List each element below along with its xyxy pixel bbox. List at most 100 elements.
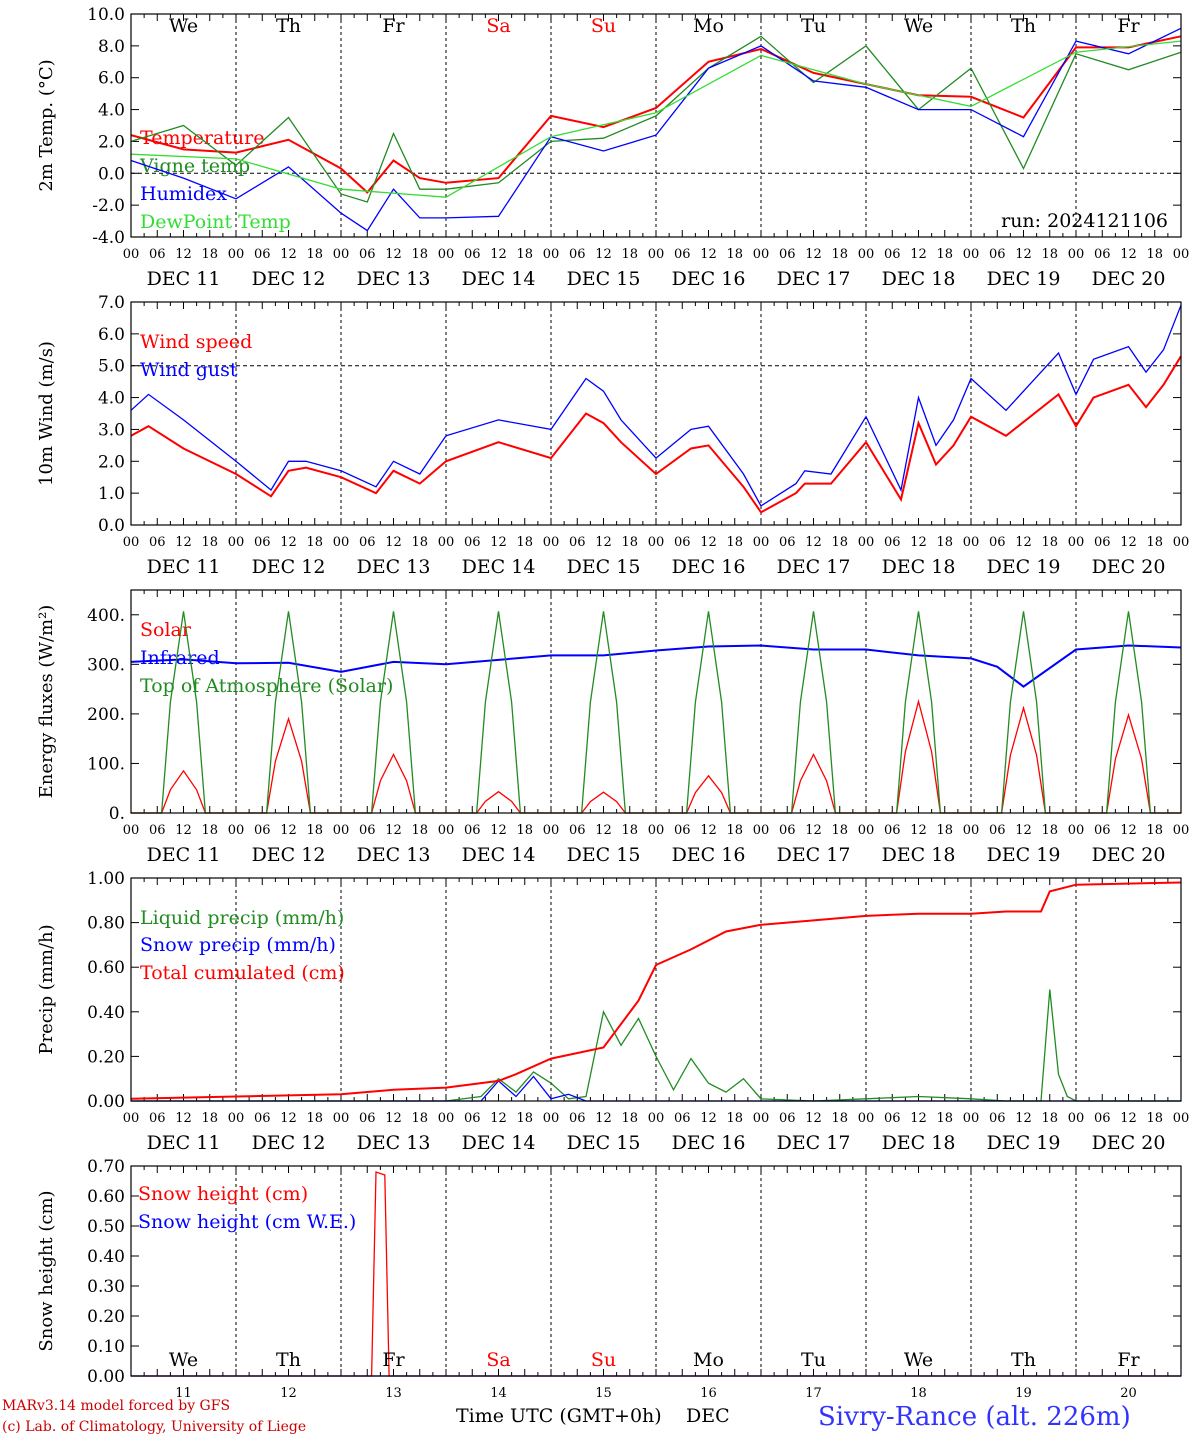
hour-label: 18 <box>201 535 218 550</box>
hour-label: 12 <box>280 823 297 838</box>
hour-label: 12 <box>595 247 612 262</box>
weekday-label: Tu <box>801 15 826 37</box>
hour-label: 12 <box>1015 535 1032 550</box>
y-tick-label: -4.0 <box>92 228 125 248</box>
legend-entry: Temperature <box>140 127 264 149</box>
date-label: DEC 16 <box>672 556 746 578</box>
hour-label: 12 <box>1015 1111 1032 1126</box>
y-tick-label: 0.0 <box>98 164 125 184</box>
hour-label: 00 <box>648 247 665 262</box>
y-tick-label: 5.0 <box>98 357 125 377</box>
y-tick-label: 0.10 <box>87 1337 125 1357</box>
hour-label: 00 <box>438 823 455 838</box>
date-label: DEC 14 <box>462 268 536 290</box>
run-label: run: 2024121106 <box>1001 210 1168 232</box>
day-number-label: 16 <box>700 1386 717 1401</box>
hour-label: 18 <box>201 823 218 838</box>
y-tick-label: 3.0 <box>98 420 125 440</box>
hour-label: 18 <box>1146 535 1163 550</box>
hour-label: 00 <box>1173 535 1190 550</box>
y-tick-label: 200. <box>87 705 125 725</box>
hour-label: 12 <box>175 535 192 550</box>
hour-label: 06 <box>884 247 901 262</box>
hour-label: 00 <box>543 535 560 550</box>
day-number-label: 14 <box>490 1386 507 1401</box>
hour-label: 00 <box>438 247 455 262</box>
legend-entry: Top of Atmosphere (Solar) <box>140 675 393 697</box>
hour-label: 18 <box>201 247 218 262</box>
weekday-label: Fr <box>382 1349 405 1371</box>
hour-label: 00 <box>543 823 560 838</box>
y-tick-label: 0.20 <box>87 1307 125 1327</box>
hour-label: 00 <box>333 823 350 838</box>
date-label: DEC 17 <box>777 268 851 290</box>
weekday-label: We <box>169 1349 198 1371</box>
hour-label: 18 <box>411 535 428 550</box>
hour-label: 06 <box>569 535 586 550</box>
y-tick-label: 0.80 <box>87 914 125 934</box>
legend-entry: Solar <box>140 619 192 641</box>
hour-label: 00 <box>123 823 140 838</box>
y-tick-label: 0.0 <box>98 516 125 536</box>
hour-label: 06 <box>779 1111 796 1126</box>
hour-label: 06 <box>569 823 586 838</box>
hour-label: 00 <box>753 535 770 550</box>
date-label: DEC 19 <box>987 1132 1061 1154</box>
hour-label: 00 <box>963 247 980 262</box>
hour-label: 18 <box>726 247 743 262</box>
hour-label: 00 <box>1173 1111 1190 1126</box>
hour-label: 00 <box>1173 247 1190 262</box>
hour-label: 12 <box>490 823 507 838</box>
hour-label: 12 <box>805 823 822 838</box>
hour-label: 18 <box>831 247 848 262</box>
series-line-3 <box>130 881 1182 1100</box>
station-title: Sivry-Rance (alt. 226m) <box>818 1402 1131 1432</box>
hour-label: 12 <box>1120 823 1137 838</box>
y-tick-label: 4.0 <box>98 389 125 409</box>
day-number-label: 11 <box>175 1386 192 1401</box>
hour-label: 18 <box>936 823 953 838</box>
hour-label: 12 <box>1015 823 1032 838</box>
hour-label: 06 <box>359 247 376 262</box>
date-label: DEC 11 <box>147 844 221 866</box>
date-label: DEC 12 <box>252 556 326 578</box>
hour-label: 06 <box>464 1111 481 1126</box>
hour-label: 18 <box>411 823 428 838</box>
hour-label: 06 <box>464 247 481 262</box>
hour-label: 00 <box>858 823 875 838</box>
hour-label: 00 <box>648 1111 665 1126</box>
y-axis-label: 2m Temp. (°C) <box>36 59 57 191</box>
weekday-label: Fr <box>382 15 405 37</box>
weekday-label: Mo <box>693 1349 724 1371</box>
hour-label: 18 <box>411 247 428 262</box>
hour-label: 06 <box>884 1111 901 1126</box>
hour-label: 06 <box>779 535 796 550</box>
day-number-label: 12 <box>280 1386 297 1401</box>
panel-2: 0.0 1.0 2.0 3.0 4.0 5.0 6.0 7.0 10m Wind (m/s) Wi… <box>36 293 1189 578</box>
hour-label: 18 <box>1041 823 1058 838</box>
hour-label: 12 <box>805 247 822 262</box>
hour-label: 00 <box>228 535 245 550</box>
hour-label: 06 <box>989 823 1006 838</box>
hour-label: 06 <box>989 1111 1006 1126</box>
hour-label: 18 <box>621 1111 638 1126</box>
date-label: DEC 14 <box>462 844 536 866</box>
day-number-label: 20 <box>1120 1386 1137 1401</box>
hour-label: 18 <box>621 535 638 550</box>
hour-label: 18 <box>1041 535 1058 550</box>
hour-label: 18 <box>1041 1111 1058 1126</box>
date-label: DEC 13 <box>357 1132 431 1154</box>
y-tick-label: 300. <box>87 655 125 675</box>
y-tick-label: 2.0 <box>98 132 125 152</box>
hour-label: 00 <box>1068 823 1085 838</box>
legend-entry: Total cumulated (cm) <box>140 962 345 984</box>
hour-label: 00 <box>1068 1111 1085 1126</box>
hour-label: 00 <box>1173 823 1190 838</box>
hour-label: 06 <box>254 535 271 550</box>
weekday-label: Tu <box>801 1349 826 1371</box>
y-tick-label: 100. <box>87 754 125 774</box>
date-label: DEC 15 <box>567 556 641 578</box>
series-line-3 <box>130 27 1182 232</box>
date-label: DEC 17 <box>777 844 851 866</box>
series-line-1 <box>130 355 1182 514</box>
